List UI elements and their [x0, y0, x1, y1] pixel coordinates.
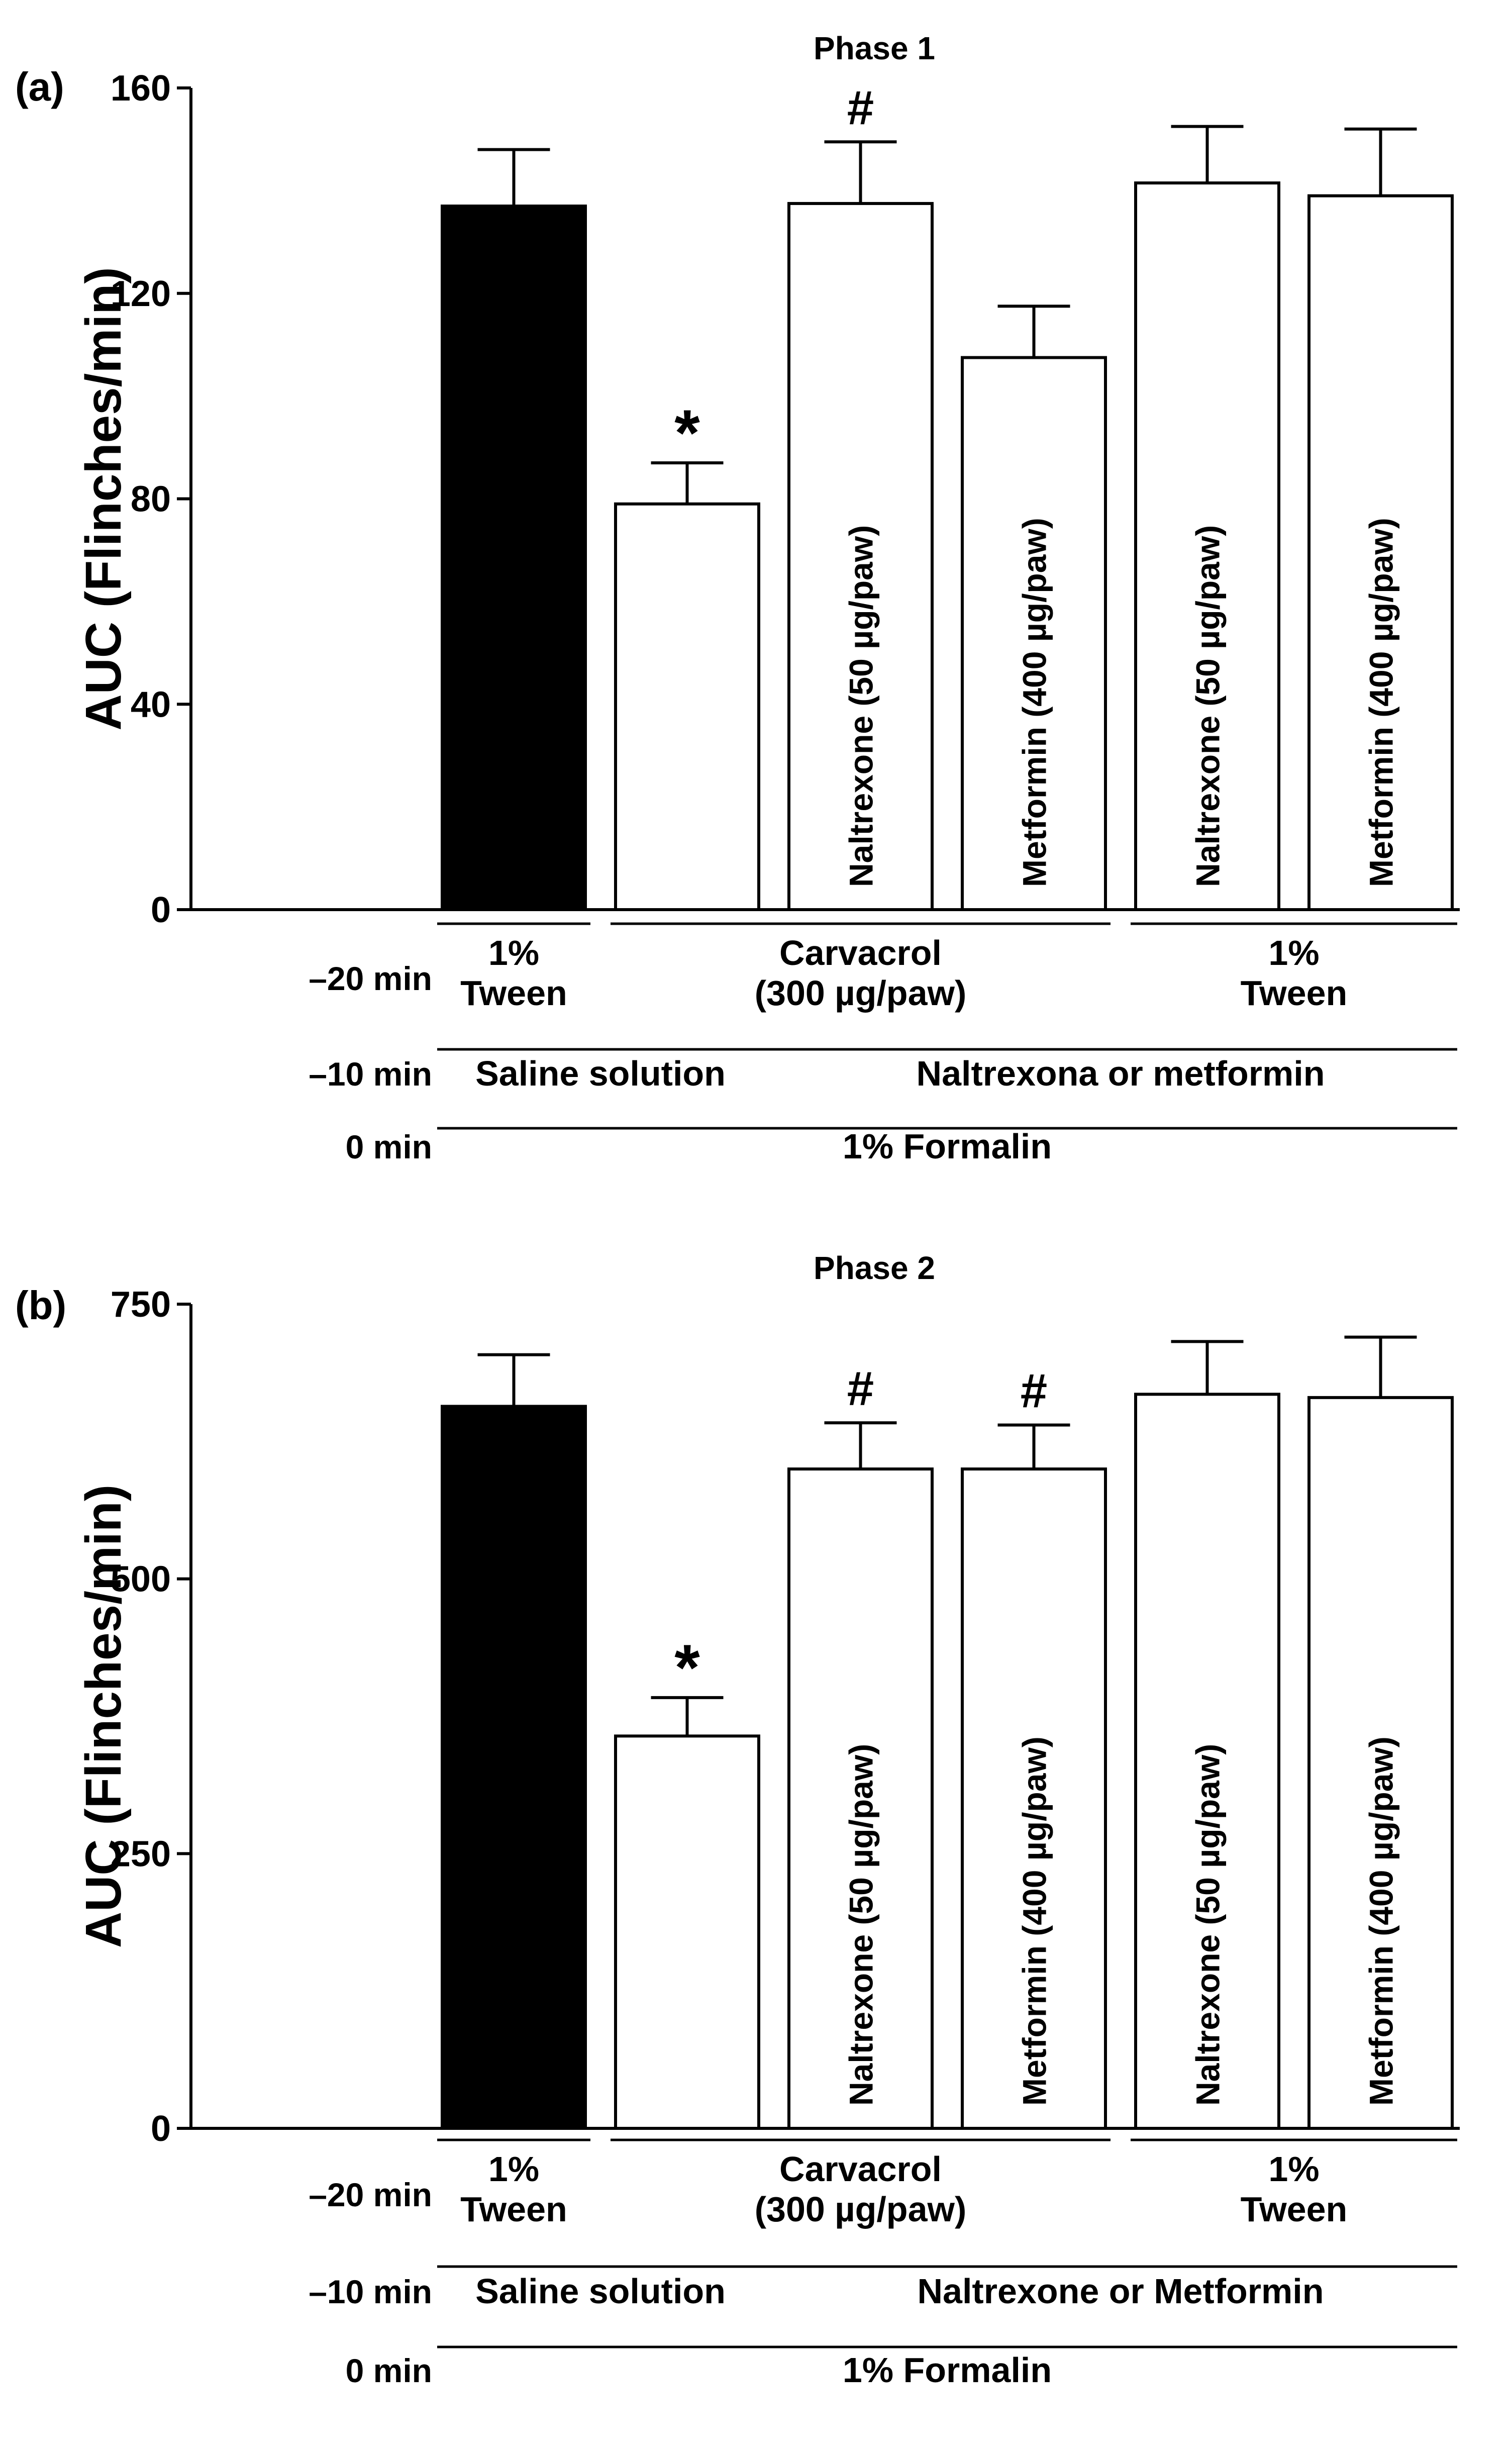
chart-panel-a: (a) Phase 1 AUC (Flinches/min) 0 40 80 120 160 *… [15, 30, 1460, 1166]
significance-mark: # [1021, 1364, 1047, 1418]
bar-label: Naltrexone (50 µg/paw) [843, 1744, 880, 2106]
panel-label: (a) [15, 64, 64, 109]
treatment-20min: 1% [488, 933, 539, 972]
panel-label: (b) [15, 1283, 66, 1328]
y-tick-label: 80 [131, 479, 171, 520]
chart-panel-b: (b) Phase 2 AUC (Flinches/min) 0 250 500 750 * #… [15, 1250, 1460, 2390]
y-tick-label: 250 [111, 1834, 171, 1874]
bar-4 [961, 1467, 1107, 2130]
bar-1 [441, 1405, 587, 2130]
bar-label: Naltrexone (50 µg/paw) [1189, 1744, 1227, 2106]
chart-title: Phase 2 [814, 1250, 935, 1286]
treatment-20min: Tween [1241, 2190, 1348, 2229]
bar-label: Naltrexone (50 µg/paw) [1189, 525, 1227, 887]
treatment-20min: Tween [460, 2190, 567, 2229]
bar-5 [1134, 181, 1280, 911]
bar-2 [614, 1734, 760, 2130]
y-tick-label: 120 [111, 274, 171, 314]
bar-1 [441, 205, 587, 911]
treatment-0min: 1% Formalin [843, 1127, 1052, 1166]
treatment-10min: Saline solution [475, 2272, 726, 2311]
y-axis-label: AUC (Flinches/min) [75, 267, 132, 730]
bar-5 [1134, 1393, 1280, 2130]
bar-label: Metformin (400 µg/paw) [1363, 518, 1400, 887]
significance-mark: # [847, 1362, 874, 1416]
bar-label: Metformin (400 µg/paw) [1016, 518, 1053, 887]
treatment-20min: Tween [460, 973, 567, 1013]
treatment-0min: 1% Formalin [843, 2350, 1052, 2390]
y-tick-label: 500 [111, 1559, 171, 1600]
y-tick-label: 0 [151, 2109, 171, 2149]
significance-mark: * [674, 396, 700, 469]
time-label: 0 min [346, 2352, 432, 2389]
chart-title: Phase 1 [814, 30, 935, 66]
treatment-20min: Carvacrol [779, 2149, 942, 2189]
bar-2 [614, 502, 760, 911]
bar-3 [787, 1467, 934, 2130]
treatment-20min: 1% [488, 2149, 539, 2189]
treatment-20min: (300 µg/paw) [755, 973, 967, 1013]
time-label: 0 min [346, 1128, 432, 1165]
y-axis-label: AUC (Flinches/min) [75, 1485, 132, 1948]
bar-label: Metformin (400 µg/paw) [1363, 1736, 1400, 2106]
treatment-20min: 1% [1268, 933, 1319, 972]
y-tick-label: 750 [111, 1285, 171, 1325]
bar-4 [961, 356, 1107, 911]
treatment-10min: Naltrexone or Metformin [918, 2272, 1324, 2311]
significance-mark: * [674, 1631, 700, 1704]
y-tick-label: 40 [131, 684, 171, 725]
bar-label: Metformin (400 µg/paw) [1016, 1736, 1053, 2106]
bar-6 [1307, 1396, 1454, 2130]
time-label: –20 min [309, 2176, 432, 2213]
treatment-10min: Saline solution [475, 1054, 726, 1093]
bar-3 [787, 202, 934, 911]
time-label: –10 min [309, 2273, 432, 2310]
bar-label: Naltrexone (50 µg/paw) [843, 525, 880, 887]
treatment-20min: (300 µg/paw) [755, 2190, 967, 2229]
treatment-20min: Carvacrol [779, 933, 942, 972]
y-tick-label: 160 [111, 68, 171, 109]
significance-mark: # [847, 81, 874, 135]
time-label: –20 min [309, 960, 432, 997]
bar-6 [1307, 194, 1454, 911]
treatment-20min: 1% [1268, 2149, 1319, 2189]
treatment-10min: Naltrexona or metformin [917, 1054, 1325, 1093]
y-tick-label: 0 [151, 890, 171, 930]
treatment-20min: Tween [1241, 973, 1348, 1013]
time-label: –10 min [309, 1055, 432, 1093]
